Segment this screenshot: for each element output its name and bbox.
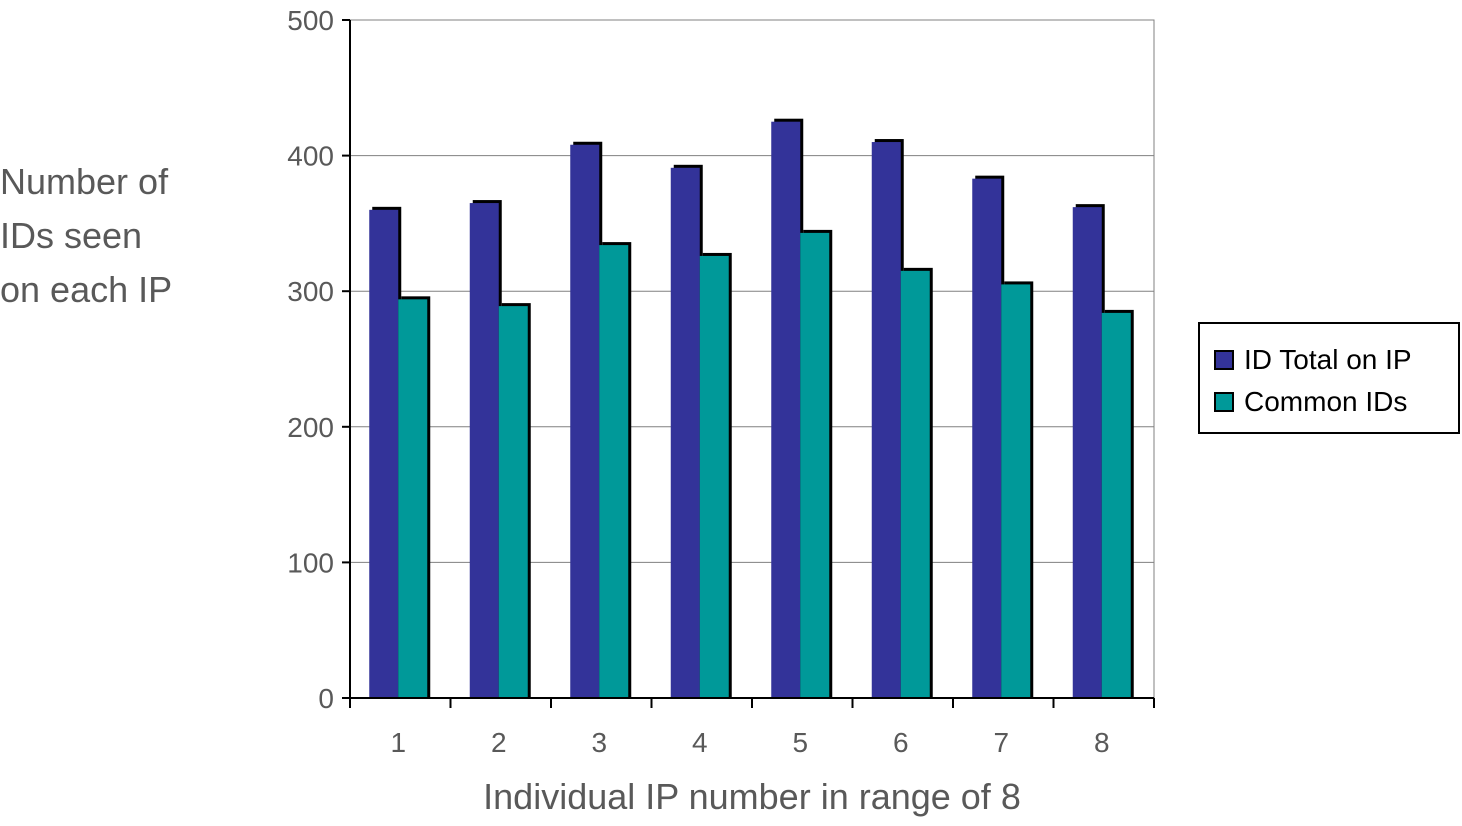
bar-face <box>1101 312 1131 698</box>
tick-labels: 0 100 200 300 400 500 1 2 3 4 5 6 7 8 <box>287 5 1109 758</box>
bar <box>570 141 603 698</box>
bar-face <box>398 299 428 698</box>
y-tick-label: 0 <box>318 683 334 714</box>
x-tick-label: 1 <box>390 727 406 758</box>
bar-face <box>699 255 729 698</box>
bar <box>599 242 632 698</box>
bar-face <box>1072 207 1102 699</box>
legend-swatch-common-ids <box>1214 392 1234 412</box>
legend-label: ID Total on IP <box>1244 344 1412 375</box>
bar <box>1072 204 1105 699</box>
y-tick-label: 500 <box>287 5 334 36</box>
legend-swatch-id-total <box>1214 350 1234 370</box>
bar <box>498 303 531 698</box>
y-tick-label: 400 <box>287 141 334 172</box>
bar-face <box>871 142 901 699</box>
y-tick-label: 300 <box>287 276 334 307</box>
bar <box>670 164 703 698</box>
x-tick-label: 2 <box>491 727 507 758</box>
legend: ID Total on IP Common IDs <box>1198 322 1460 434</box>
bar-face <box>369 209 399 698</box>
bar <box>369 206 402 698</box>
y-axis-label: Number of IDs seen on each IP <box>0 155 238 317</box>
x-tick-label: 4 <box>692 727 708 758</box>
bar <box>771 118 804 698</box>
bar-face <box>800 232 830 698</box>
y-axis-label-line: IDs seen <box>0 215 143 256</box>
y-axis-label-line: on each IP <box>0 269 173 310</box>
bar-face <box>1001 284 1031 698</box>
x-tick-label: 8 <box>1094 727 1110 758</box>
bar-face <box>469 203 499 698</box>
bar-face <box>599 245 629 698</box>
bar-face <box>900 270 930 698</box>
x-tick-label: 7 <box>993 727 1009 758</box>
bar-face <box>972 178 1002 699</box>
x-tick-label: 3 <box>591 727 607 758</box>
y-tick-label: 100 <box>287 547 334 578</box>
bar-face <box>570 144 600 698</box>
y-axis-label-line: Number of <box>0 161 169 202</box>
x-axis-label: Individual IP number in range of 8 <box>483 776 1021 817</box>
legend-item-id-total: ID Total on IP <box>1214 344 1412 376</box>
x-tick-label: 5 <box>792 727 808 758</box>
bar <box>699 252 732 698</box>
legend-label: Common IDs <box>1244 386 1408 417</box>
bar <box>398 296 431 698</box>
y-tick-label: 200 <box>287 412 334 443</box>
x-tick-label: 6 <box>893 727 909 758</box>
bar <box>900 267 933 698</box>
bar <box>871 139 904 699</box>
bar-face <box>670 167 700 698</box>
bar <box>469 200 502 698</box>
bars <box>369 118 1134 699</box>
bar-face <box>498 306 528 698</box>
bar-face <box>771 121 801 698</box>
bar <box>1101 309 1134 698</box>
bar <box>1001 281 1034 698</box>
axes <box>342 19 1155 708</box>
legend-item-common-ids: Common IDs <box>1214 386 1407 418</box>
bar <box>800 229 833 698</box>
bar <box>972 175 1005 699</box>
